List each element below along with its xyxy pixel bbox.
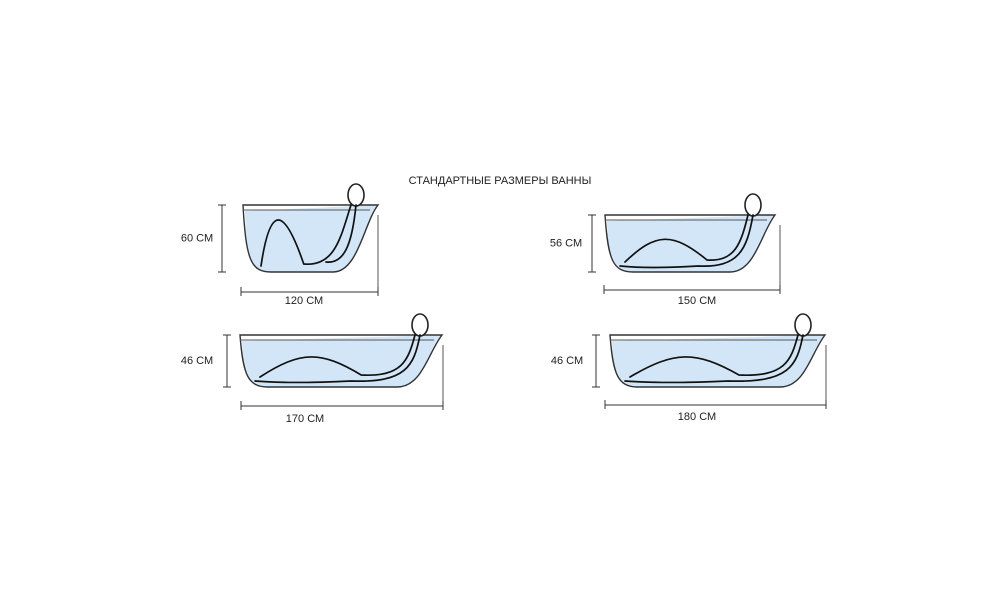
height-label: 60 СМ xyxy=(181,232,213,244)
bathtub: 60 СМ 120 СМ xyxy=(181,183,380,307)
bathtub: 56 СМ 150 СМ xyxy=(550,193,781,307)
height-label: 46 СМ xyxy=(181,355,213,367)
tub-outline xyxy=(609,334,827,388)
person-head xyxy=(411,313,429,337)
length-label: 170 СМ xyxy=(286,413,324,425)
person xyxy=(624,334,804,384)
length-label: 150 СМ xyxy=(678,295,716,307)
height-label: 46 СМ xyxy=(551,355,583,367)
height-label: 56 СМ xyxy=(550,237,582,249)
person xyxy=(260,204,357,267)
bathtub: 46 СМ 180 СМ xyxy=(551,313,827,423)
person-head xyxy=(744,193,762,217)
water xyxy=(612,335,825,387)
water xyxy=(607,215,775,272)
bathtub: 46 СМ 170 СМ xyxy=(181,313,444,425)
person xyxy=(254,334,421,384)
tub-outline xyxy=(604,214,777,273)
length-label: 180 СМ xyxy=(678,411,716,423)
water xyxy=(242,335,442,387)
person-head xyxy=(794,313,812,337)
water xyxy=(245,205,378,272)
tub-outline xyxy=(242,204,380,273)
person xyxy=(619,214,754,269)
tub-outline xyxy=(239,334,444,388)
length-label: 120 СМ xyxy=(285,295,323,307)
person-head xyxy=(347,183,365,207)
title: СТАНДАРТНЫЕ РАЗМЕРЫ ВАННЫ xyxy=(409,175,592,187)
